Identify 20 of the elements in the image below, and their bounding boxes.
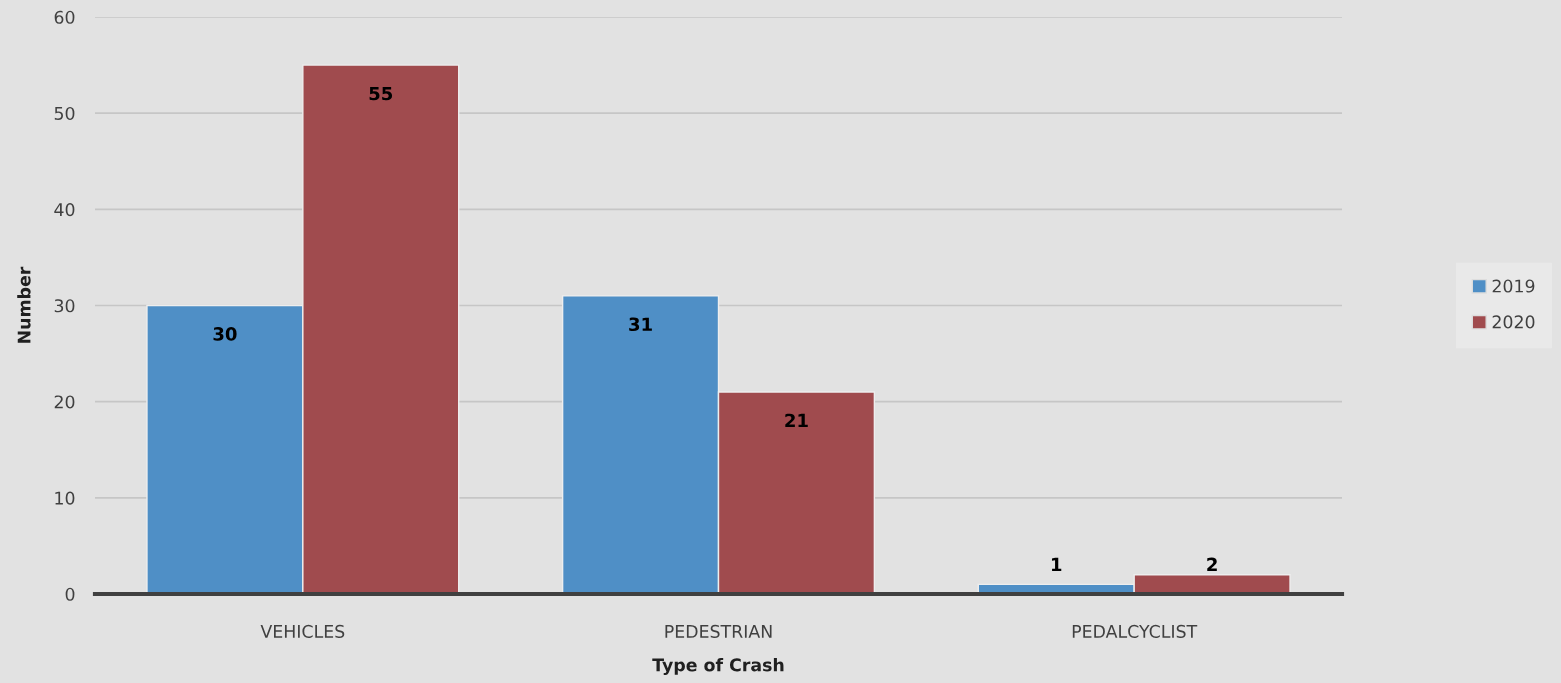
y-tick-label: 40 xyxy=(54,203,75,217)
data-label: 31 xyxy=(629,317,652,332)
x-axis-title: Type of Crash xyxy=(652,658,784,675)
y-axis-title: Number xyxy=(17,266,31,343)
x-tick-label: PEDESTRIAN xyxy=(665,624,772,638)
y-tick-label: 60 xyxy=(54,10,75,24)
y-tick-label: 30 xyxy=(54,299,75,313)
data-label: 2 xyxy=(1207,557,1217,571)
x-tick-label: PEDALCYCLIST xyxy=(1072,624,1198,638)
y-tick-label: 0 xyxy=(65,587,75,601)
legend-label: 2019 xyxy=(1492,279,1535,293)
x-tick-label: VEHICLES xyxy=(260,624,345,638)
y-tick-label: 50 xyxy=(54,106,75,121)
y-tick-label: 20 xyxy=(54,395,75,409)
y-tick-label: 10 xyxy=(55,491,75,505)
legend-label: 2020 xyxy=(1492,315,1535,329)
data-label: 30 xyxy=(213,327,237,341)
data-label: 1 xyxy=(1051,557,1062,571)
data-label: 21 xyxy=(785,413,808,428)
data-label: 55 xyxy=(369,86,393,101)
